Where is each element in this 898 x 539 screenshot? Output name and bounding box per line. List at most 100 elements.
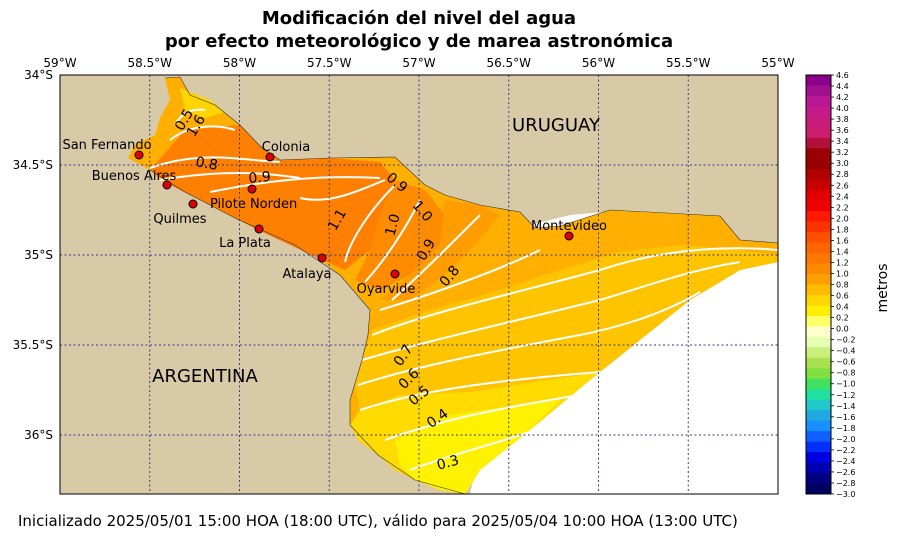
map-frame xyxy=(59,74,779,495)
colorbar-tick-label: −2.8 xyxy=(836,479,855,488)
colorbar-segment xyxy=(806,158,831,170)
longitude-tick-labels: 59°W 58.5°W 58°W 57.5°W 57°W 56.5°W 56°W 55.5°W… xyxy=(43,56,794,70)
colorbar-tick-label: 3.2 xyxy=(836,148,849,157)
colorbar-tick-label: 1.0 xyxy=(836,269,849,278)
colorbar-tick-label: 2.6 xyxy=(836,181,849,190)
colorbar-segment xyxy=(806,452,831,464)
latitude-tick-labels: 34°S 34.5°S 35°S 35.5°S 36°S xyxy=(13,68,53,442)
lat-tick-label: 34°S xyxy=(24,68,53,82)
water-band-1-1 xyxy=(150,125,395,270)
colorbar-tick-label: 3.6 xyxy=(836,126,849,135)
colorbar-label: metros xyxy=(875,263,891,312)
place-marker xyxy=(162,180,172,190)
colorbar-segment xyxy=(806,106,831,118)
lon-tick-label: 58.5°W xyxy=(127,56,172,70)
colorbar-tick-label: −0.4 xyxy=(836,347,855,356)
colorbar-tick-label: −2.6 xyxy=(836,468,855,477)
coastline xyxy=(149,76,778,494)
lon-tick-label: 58°W xyxy=(223,56,256,70)
colorbar-tick-label: 2.2 xyxy=(836,203,849,212)
colorbar-tick-label: 4.0 xyxy=(836,104,849,113)
colorbar-segment xyxy=(806,483,831,495)
colorbar-tick-label: −1.0 xyxy=(836,380,855,389)
lon-tick-label: 57°W xyxy=(402,56,435,70)
place-marker xyxy=(247,184,257,194)
footer-timestamp: Inicializado 2025/05/01 15:00 HOA (18:00… xyxy=(18,512,738,530)
lon-tick-label: 57.5°W xyxy=(307,56,352,70)
colorbar-tick-label: 0.6 xyxy=(836,292,849,301)
colorbar-tick-label: −2.0 xyxy=(836,435,855,444)
lon-tick-label: 56°W xyxy=(582,56,615,70)
colorbar-tick-labels: 4.6 4.4 4.2 4.0 3.8 3.6 3.4 3.2 3.0 2.8 2.6 2.4 2.2 2… xyxy=(831,71,855,499)
lon-tick-label: 55°W xyxy=(761,56,794,70)
colorbar-segment xyxy=(806,148,831,160)
contour-value-label: 0.8 xyxy=(194,154,219,174)
colorbar-segment xyxy=(806,221,831,233)
colorbar-segment xyxy=(806,315,831,327)
lat-tick-label: 35°S xyxy=(24,248,53,262)
place-marker xyxy=(265,152,275,162)
colorbar-segment xyxy=(806,242,831,254)
colorbar-segment xyxy=(806,85,831,97)
colorbar-segment xyxy=(806,441,831,453)
colorbar-tick-label: 0.2 xyxy=(836,314,849,323)
colorbar-segment xyxy=(806,200,831,212)
colorbar-segment xyxy=(806,284,831,296)
water-band-0-7 xyxy=(355,245,778,410)
colorbar-tick-label: −0.6 xyxy=(836,358,855,367)
colorbar-segment xyxy=(806,95,831,107)
place-marker xyxy=(317,253,327,263)
colorbar-tick-label: −1.8 xyxy=(836,424,855,433)
argentina-label: ARGENTINA xyxy=(152,366,258,387)
colorbar-tick-label: 0.0 xyxy=(836,325,849,334)
colorbar-tick-label: −3.0 xyxy=(836,490,855,499)
colorbar-tick-label: 1.4 xyxy=(836,247,849,256)
colorbar-tick-label: −1.4 xyxy=(836,402,855,411)
map-title-line2: por efecto meteorológico y de marea astr… xyxy=(164,31,674,52)
colorbar-tick-label: 4.4 xyxy=(836,82,849,91)
colorbar-tick-label: 0.8 xyxy=(836,281,849,290)
colorbar-tick-label: 2.0 xyxy=(836,214,849,223)
place-marker xyxy=(564,231,574,241)
place-label: Montevideo xyxy=(531,219,607,234)
lat-tick-label: 36°S xyxy=(24,428,53,442)
colorbar-tick-label: 4.6 xyxy=(836,71,849,80)
place-label: Quilmes xyxy=(153,212,206,227)
map-title-line1: Modificación del nivel del agua xyxy=(261,8,577,29)
colorbar-segment xyxy=(806,410,831,422)
colorbar-tick-label: −0.8 xyxy=(836,369,855,378)
contour-value-label: 0.9 xyxy=(248,169,272,187)
colorbar-tick-label: 1.2 xyxy=(836,258,849,267)
colorbar-segment xyxy=(806,127,831,139)
colorbar-segment xyxy=(806,357,831,369)
colorbar-tick-label: 3.4 xyxy=(836,137,849,146)
colorbar-segment xyxy=(806,305,831,317)
colorbar-segment xyxy=(806,179,831,191)
place-marker xyxy=(134,150,144,160)
colorbar-segment xyxy=(806,326,831,338)
colorbar-segment xyxy=(806,473,831,485)
colorbar-segment xyxy=(806,431,831,443)
colorbar-segment xyxy=(806,190,831,202)
colorbar xyxy=(805,74,832,495)
place-marker xyxy=(390,269,400,279)
colorbar-segment xyxy=(806,211,831,223)
colorbar-tick-label: −0.2 xyxy=(836,336,855,345)
colorbar-tick-label: −2.4 xyxy=(836,457,855,466)
colorbar-tick-label: 1.8 xyxy=(836,225,849,234)
colorbar-segment xyxy=(806,420,831,432)
colorbar-tick-label: 3.8 xyxy=(836,115,849,124)
uruguay-label: URUGUAY xyxy=(512,115,601,136)
colorbar-tick-label: 4.2 xyxy=(836,93,849,102)
colorbar-tick-label: 2.4 xyxy=(836,192,849,201)
colorbar-segment xyxy=(806,399,831,411)
colorbar-segment xyxy=(806,347,831,359)
colorbar-tick-label: −2.2 xyxy=(836,446,855,455)
lon-tick-label: 59°W xyxy=(43,56,76,70)
colorbar-segment xyxy=(806,378,831,390)
place-label: Buenos Aires xyxy=(92,169,177,184)
place-label: Pilote Norden xyxy=(210,197,297,212)
colorbar-segment xyxy=(806,137,831,149)
colorbar-tick-label: 1.6 xyxy=(836,236,849,245)
